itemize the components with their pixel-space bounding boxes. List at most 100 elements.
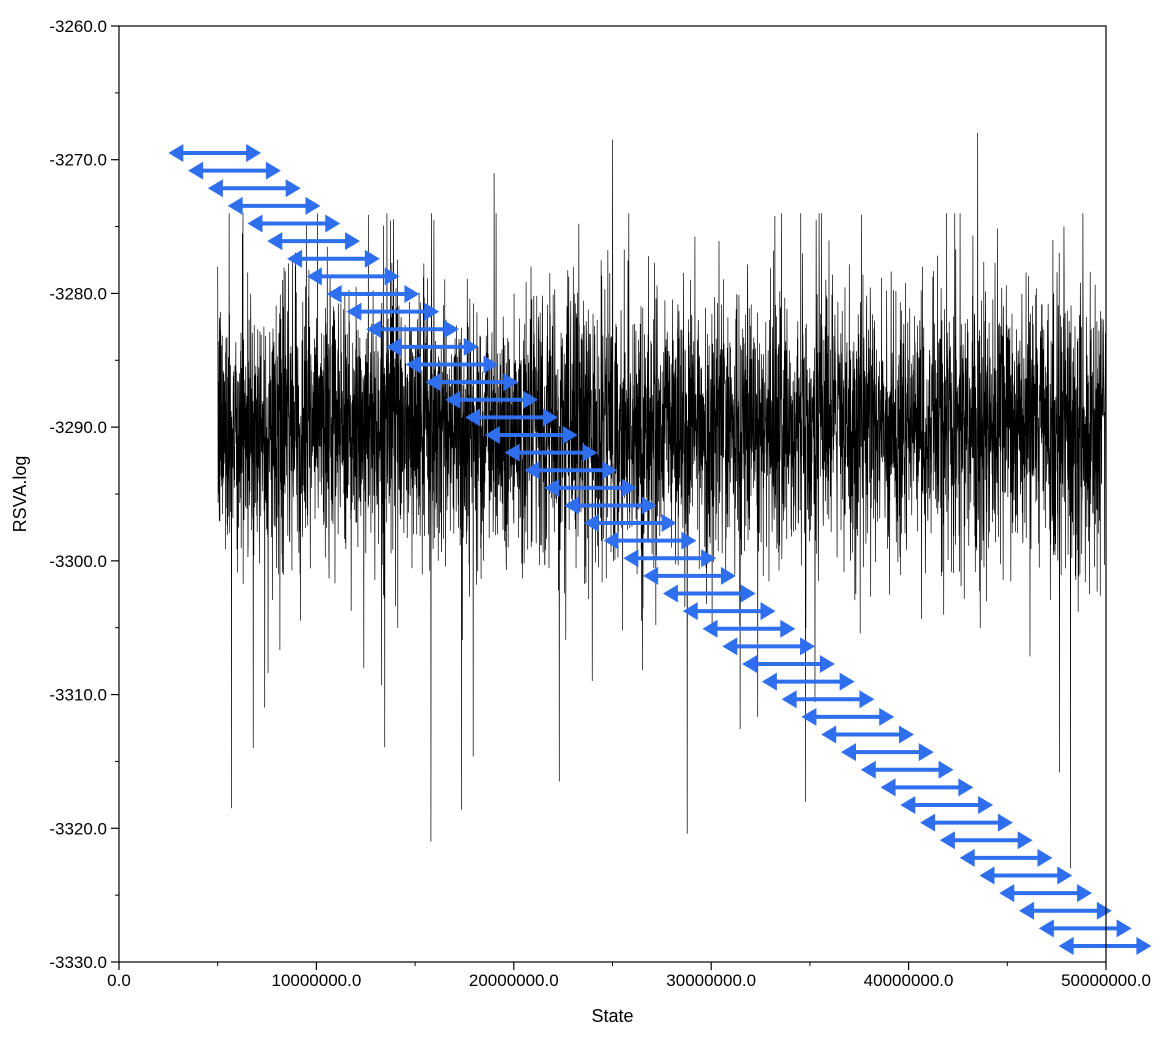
double-arrow [306, 267, 400, 286]
x-tick-label: 10000000.0 [271, 971, 361, 990]
double-arrow [781, 690, 875, 709]
arrow-annotation [168, 144, 1152, 955]
arrow-head-left [168, 144, 184, 163]
double-arrow [643, 566, 736, 585]
arrow-head-right [285, 179, 301, 198]
arrow-head-left [999, 884, 1015, 903]
double-arrow [564, 496, 657, 515]
y-tick-label: -3300.0 [49, 552, 107, 571]
x-tick-label: 50000000.0 [1061, 971, 1151, 990]
arrow-head-right [384, 267, 400, 286]
arrow-head-left [761, 672, 777, 691]
arrow-head-right [523, 390, 539, 409]
arrow-head-right [562, 425, 578, 444]
arrow-head-right [1077, 884, 1093, 903]
arrow-head-right [325, 214, 341, 233]
arrow-head-left [346, 302, 362, 321]
arrow-head-left [623, 549, 639, 568]
arrow-head-left [306, 267, 322, 286]
arrow-head-right [780, 619, 796, 638]
arrow-head-right [1037, 848, 1053, 867]
double-arrow [484, 425, 578, 444]
double-arrow [188, 161, 281, 180]
arrow-head-left [939, 831, 955, 850]
arrow-head-right [364, 249, 380, 268]
y-tick-label: -3270.0 [49, 151, 107, 170]
arrow-head-left [583, 514, 599, 533]
arrow-head-right [622, 478, 638, 497]
axes: -3330.0 -3320.0 -3310.0 -3300.0 -3290.0 -3280… [49, 17, 1151, 990]
arrow-head-left [682, 602, 698, 621]
arrow-head-right [740, 584, 756, 603]
double-arrow [544, 478, 638, 497]
y-tick-label: -3320.0 [49, 819, 107, 838]
arrow-head-left [662, 584, 678, 603]
y-tick-label: -3330.0 [49, 953, 107, 972]
arrow-head-right [305, 196, 321, 215]
double-arrow [999, 884, 1093, 903]
arrow-head-left [959, 848, 975, 867]
arrow-head-left [227, 196, 243, 215]
arrow-head-left [188, 161, 204, 180]
arrow-head-left [979, 866, 995, 885]
arrow-head-left [405, 355, 421, 374]
arrow-head-right [463, 337, 479, 356]
arrow-head-right [760, 602, 776, 621]
arrow-head-right [800, 637, 816, 656]
arrow-head-left [287, 249, 303, 268]
double-arrow [465, 408, 558, 427]
arrow-head-left [643, 566, 659, 585]
arrow-head-left [702, 619, 718, 638]
double-arrow [623, 549, 717, 568]
double-arrow [385, 337, 479, 356]
double-arrow [682, 602, 776, 621]
arrow-head-right [483, 355, 499, 374]
arrow-head-left [326, 284, 342, 303]
arrow-head-left [385, 337, 401, 356]
double-arrow [247, 214, 341, 233]
double-arrow [287, 249, 380, 268]
x-tick-label: 20000000.0 [469, 971, 559, 990]
double-arrow [959, 848, 1053, 867]
double-arrow [1038, 919, 1132, 938]
arrow-head-right [958, 778, 974, 797]
arrow-head-right [641, 496, 657, 515]
double-arrow [168, 144, 262, 163]
arrow-head-left [603, 531, 619, 550]
trace-series [217, 132, 1107, 869]
arrow-head-right [246, 144, 262, 163]
arrow-head-right [602, 461, 618, 480]
trace-line [217, 132, 1107, 869]
x-tick-label: 30000000.0 [666, 971, 756, 990]
arrow-head-right [720, 566, 736, 585]
arrow-head-left [722, 637, 738, 656]
arrow-head-left [564, 496, 580, 515]
arrow-head-left [267, 232, 283, 251]
arrow-head-right [661, 514, 677, 533]
arrow-head-left [1058, 936, 1074, 955]
double-arrow [900, 795, 994, 814]
arrow-head-left [821, 725, 837, 744]
double-arrow [979, 866, 1073, 885]
arrow-head-left [425, 373, 441, 392]
arrow-head-right [582, 443, 598, 462]
double-arrow [880, 778, 974, 797]
arrow-head-left [484, 425, 500, 444]
arrow-head-right [1017, 831, 1033, 850]
x-axis-title: State [591, 1006, 633, 1026]
double-arrow [346, 302, 440, 321]
arrow-head-right [1057, 866, 1073, 885]
arrow-head-right [542, 408, 558, 427]
arrow-head-left [1019, 901, 1035, 920]
double-arrow [841, 743, 934, 762]
double-arrow [761, 672, 855, 691]
x-tick-label: 40000000.0 [864, 971, 954, 990]
double-arrow [1058, 936, 1152, 955]
double-arrow [326, 284, 420, 303]
double-arrow [267, 232, 361, 251]
arrow-head-left [860, 760, 876, 779]
arrow-head-right [424, 302, 440, 321]
y-tick-label: -3290.0 [49, 418, 107, 437]
double-arrow [702, 619, 796, 638]
